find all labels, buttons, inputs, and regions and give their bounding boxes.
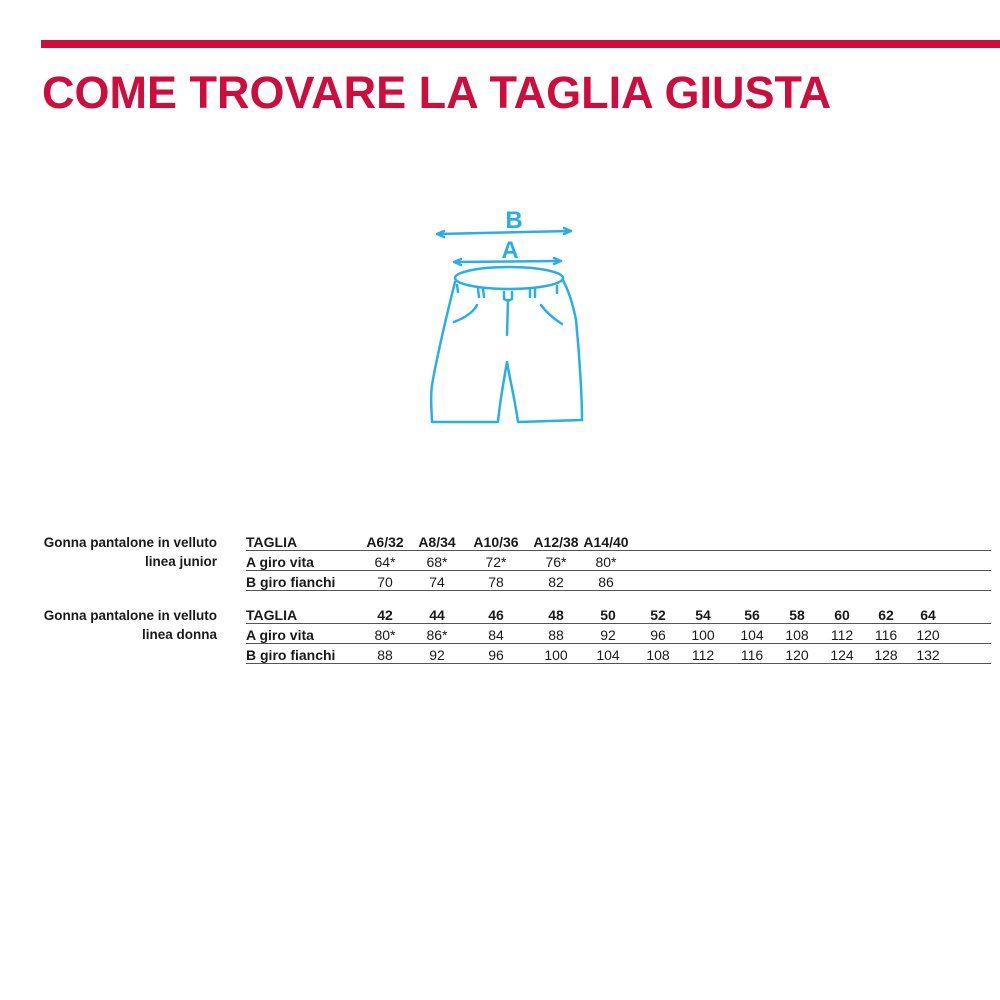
row-header: B giro fianchi (246, 574, 336, 590)
size-header-cell: 44 (429, 607, 445, 623)
size-header-cell: 56 (744, 607, 760, 623)
table-cell: 100 (544, 647, 568, 663)
row-divider (246, 570, 991, 571)
size-header-cell: 42 (377, 607, 393, 623)
table-cell: 88 (377, 647, 393, 663)
table-cell: 116 (740, 647, 764, 663)
table-cell: 108 (785, 627, 809, 643)
table-cell: 120 (785, 647, 809, 663)
size-header-cell: 62 (878, 607, 894, 623)
size-table: Gonna pantalone in velluto linea donna TAG… (0, 605, 1000, 675)
size-header-cell: 52 (650, 607, 666, 623)
table-cell: 112 (691, 647, 715, 663)
row-header: B giro fianchi (246, 647, 336, 663)
top-rule (41, 40, 1000, 48)
table-label-line1: Gonna pantalone in velluto (43, 608, 217, 623)
table-cell: 108 (646, 647, 670, 663)
table-label-line1: Gonna pantalone in velluto (43, 535, 217, 550)
label-a: A (501, 237, 518, 264)
row-divider (246, 550, 991, 551)
row-divider (246, 663, 991, 664)
table-cell: 70 (377, 574, 393, 590)
table-cell: 96 (650, 627, 666, 643)
table-label-line2: linea donna (141, 627, 217, 642)
shorts-measurement-diagram-icon: B A (429, 207, 584, 424)
table-cell: 96 (488, 647, 504, 663)
table-cell: 78 (488, 574, 504, 590)
table-cell: 104 (596, 647, 620, 663)
size-header-cell: A8/34 (418, 534, 456, 550)
table-cell: 88 (548, 627, 564, 643)
row-divider (246, 623, 991, 624)
size-header-cell: A14/40 (583, 534, 629, 550)
table-cell: 128 (874, 647, 898, 663)
table-cell: 84 (488, 627, 504, 643)
size-table: Gonna pantalone in velluto linea junior TA… (0, 532, 1000, 602)
table-cell: 76* (545, 554, 567, 570)
size-header-cell: A10/36 (473, 534, 519, 550)
table-cell: 74 (429, 574, 445, 590)
table-cell: 92 (600, 627, 616, 643)
table-cell: 100 (691, 627, 715, 643)
table-label-line2: linea junior (144, 554, 217, 569)
table-cell: 72* (485, 554, 507, 570)
size-header-cell: A12/38 (533, 534, 579, 550)
size-header-cell: 48 (548, 607, 564, 623)
row-header: TAGLIA (246, 607, 298, 623)
row-divider (246, 590, 991, 591)
size-header-cell: 64 (920, 607, 936, 623)
table-cell: 92 (429, 647, 445, 663)
table-cell: 68* (426, 554, 448, 570)
table-cell: 86 (598, 574, 614, 590)
size-header-cell: 58 (789, 607, 805, 623)
row-header: TAGLIA (246, 534, 298, 550)
table-cell: 64* (374, 554, 396, 570)
table-cell: 116 (874, 627, 898, 643)
label-b: B (505, 207, 522, 234)
table-cell: 120 (916, 627, 940, 643)
table-cell: 104 (740, 627, 764, 643)
size-header-cell: A6/32 (366, 534, 404, 550)
table-cell: 80* (595, 554, 617, 570)
row-header: A giro vita (246, 627, 314, 643)
table-cell: 86* (426, 627, 448, 643)
table-cell: 132 (916, 647, 940, 663)
row-header: A giro vita (246, 554, 314, 570)
table-cell: 80* (374, 627, 396, 643)
page-title: COME TROVARE LA TAGLIA GIUSTA (42, 67, 832, 118)
size-header-cell: 54 (695, 607, 711, 623)
size-header-cell: 50 (600, 607, 616, 623)
size-header-cell: 60 (834, 607, 850, 623)
table-cell: 82 (548, 574, 564, 590)
table-cell: 112 (830, 627, 854, 643)
size-header-cell: 46 (488, 607, 504, 623)
row-divider (246, 643, 991, 644)
table-cell: 124 (830, 647, 854, 663)
